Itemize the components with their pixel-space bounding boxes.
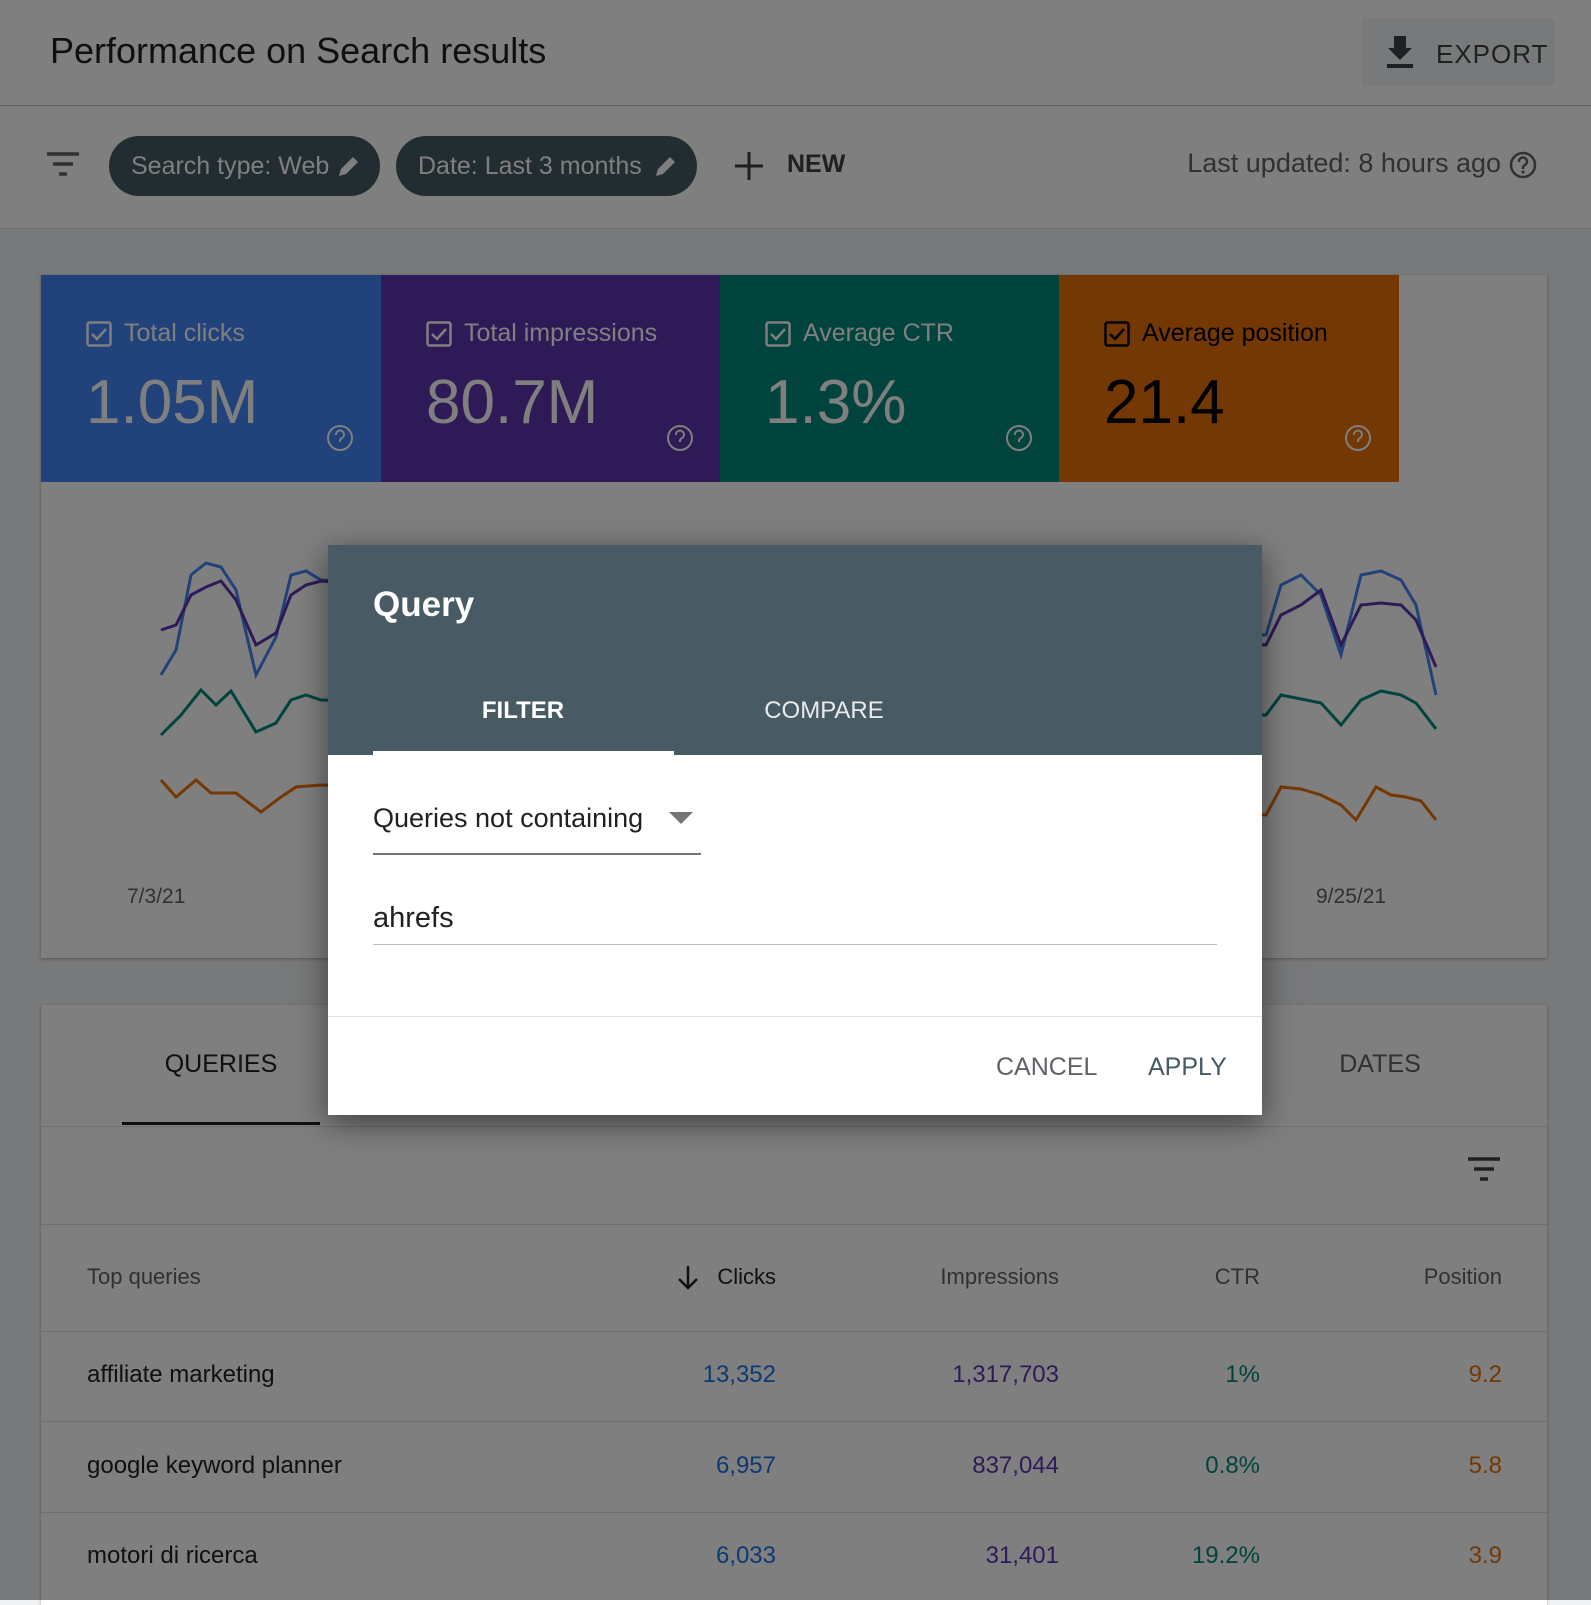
- input-underline: [373, 944, 1217, 945]
- dialog-title: Query: [373, 585, 475, 624]
- cancel-button[interactable]: CANCEL: [996, 1053, 1098, 1081]
- tab-indicator: [373, 751, 674, 755]
- dialog-tab[interactable]: COMPARE: [764, 697, 884, 724]
- filter-input[interactable]: ahrefs: [373, 902, 454, 934]
- apply-button[interactable]: APPLY: [1148, 1053, 1227, 1081]
- filter-select[interactable]: Queries not containing: [373, 803, 644, 833]
- query-dialog: Query FILTER COMPARE Queries not contain…: [328, 545, 1262, 1115]
- divider: [328, 1016, 1262, 1017]
- select-underline: [373, 853, 701, 855]
- dropdown-arrow[interactable]: [668, 811, 694, 825]
- dialog-header: Query FILTER COMPARE: [328, 545, 1262, 755]
- dialog-tab[interactable]: FILTER: [481, 697, 565, 724]
